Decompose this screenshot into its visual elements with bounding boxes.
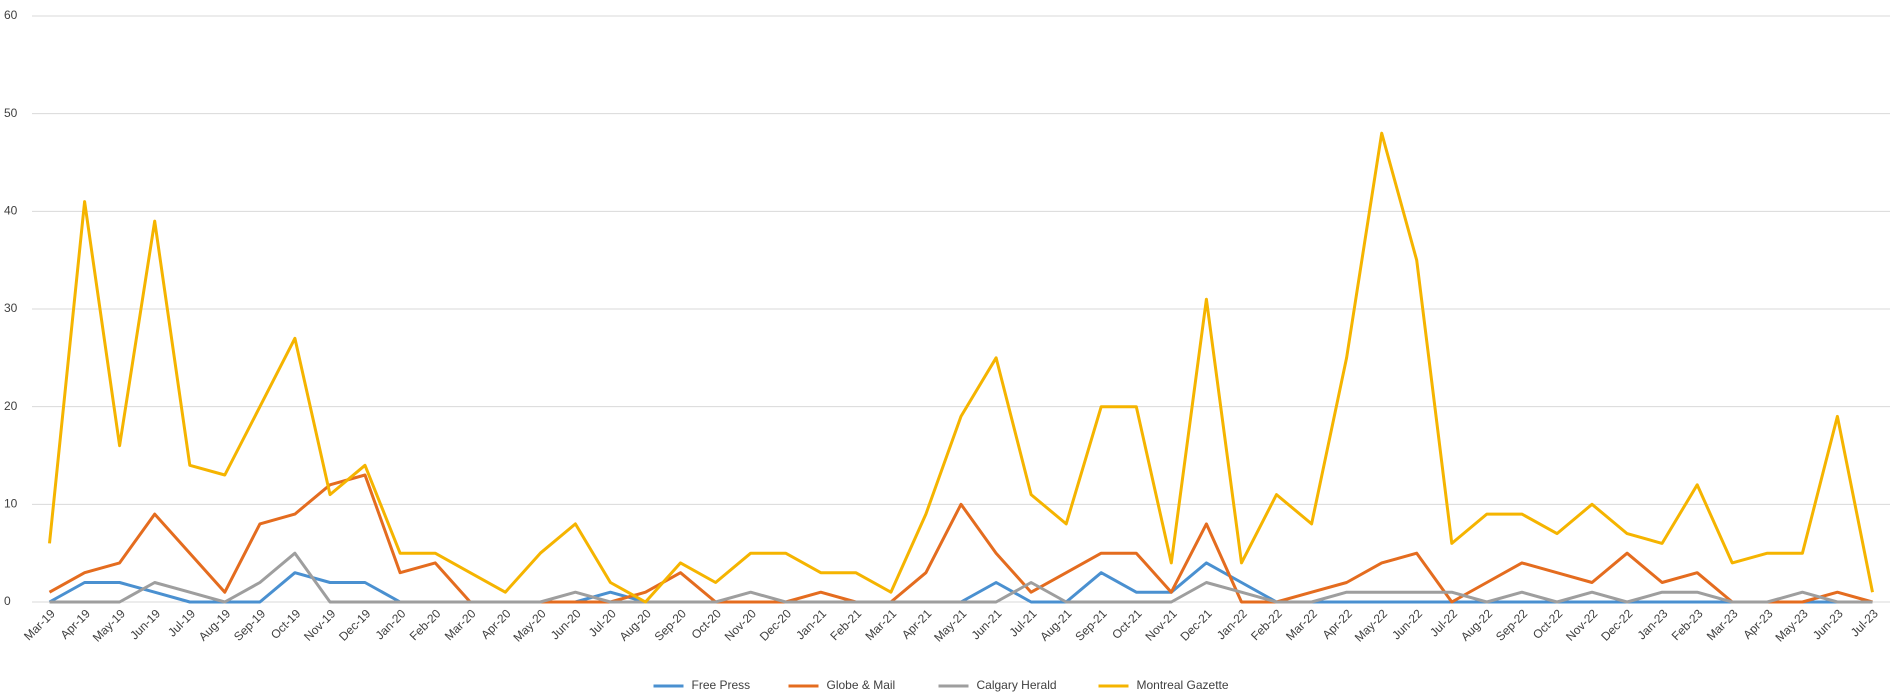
x-tick-label: Mar-23 [1704,606,1741,643]
x-tick-label: Oct-21 [1109,606,1145,642]
x-tick-label: Feb-20 [407,606,444,643]
x-tick-label: Sep-22 [1493,606,1530,643]
x-tick-label: Mar-20 [442,606,479,643]
x-tick-label: Aug-19 [196,606,233,643]
y-tick-label: 30 [4,301,18,315]
x-tick-label: Nov-20 [722,606,759,643]
x-tick-label: Nov-21 [1142,606,1179,643]
x-tick-label: May-20 [510,606,548,644]
x-tick-label: Jan-23 [1635,606,1671,642]
x-tick-label: Aug-21 [1037,606,1074,643]
x-tick-label: Jul-22 [1427,606,1460,639]
x-tick-label: Aug-22 [1458,606,1495,643]
x-tick-label: Jul-19 [165,606,198,639]
x-tick-label: Jan-21 [793,606,829,642]
y-tick-label: 60 [4,8,18,22]
x-tick-label: Sep-21 [1072,606,1109,643]
y-tick-label: 40 [4,204,18,218]
x-tick-label: Aug-20 [617,606,654,643]
x-tick-label: Jul-20 [586,606,619,639]
x-tick-label: Oct-22 [1530,606,1566,642]
legend-label: Calgary Herald [977,678,1057,692]
y-tick-label: 50 [4,106,18,120]
x-tick-label: Mar-21 [862,606,899,643]
x-tick-label: Nov-22 [1563,606,1600,643]
x-tick-label: Sep-20 [652,606,689,643]
x-tick-label: Jun-20 [548,606,584,642]
x-tick-label: Apr-20 [478,606,514,642]
x-tick-label: Apr-21 [899,606,935,642]
x-tick-label: Nov-19 [301,606,338,643]
series-line [49,551,1873,604]
x-tick-label: May-23 [1773,606,1811,644]
x-tick-label: May-22 [1352,606,1390,644]
x-tick-label: Dec-21 [1178,606,1215,643]
x-tick-label: Sep-19 [231,606,268,643]
x-tick-label: Apr-23 [1740,606,1776,642]
y-tick-label: 20 [4,399,18,413]
x-tick-label: Feb-23 [1669,606,1706,643]
series-line [48,131,1874,604]
x-tick-label: May-21 [931,606,969,644]
x-tick-label: May-19 [90,606,128,644]
x-tick-label: Jul-23 [1848,606,1881,639]
y-tick-label: 0 [4,594,11,608]
x-tick-label: Jan-22 [1214,606,1250,642]
x-tick-label: Dec-19 [336,606,373,643]
legend-label: Montreal Gazette [1137,678,1229,692]
x-tick-label: Oct-19 [268,606,304,642]
x-tick-label: Jun-23 [1810,606,1846,642]
x-tick-label: Jan-20 [373,606,409,642]
x-tick-label: Dec-20 [757,606,794,643]
x-tick-label: Jul-21 [1006,606,1039,639]
legend-label: Free Press [692,678,751,692]
series-line [48,561,1873,604]
x-tick-label: Mar-19 [21,606,58,643]
x-tick-label: Feb-21 [827,606,864,643]
x-tick-label: Jun-22 [1389,606,1425,642]
x-tick-label: Oct-20 [689,606,725,642]
series-line [48,473,1873,604]
x-tick-label: Jun-19 [127,606,163,642]
x-tick-label: Apr-22 [1320,606,1356,642]
y-tick-label: 10 [4,497,18,511]
x-tick-label: Dec-22 [1598,606,1635,643]
x-tick-label: Mar-22 [1283,606,1320,643]
legend-label: Globe & Mail [827,678,896,692]
x-tick-label: Feb-22 [1248,606,1285,643]
x-tick-label: Jun-21 [969,606,1005,642]
x-tick-label: Apr-19 [58,606,94,642]
